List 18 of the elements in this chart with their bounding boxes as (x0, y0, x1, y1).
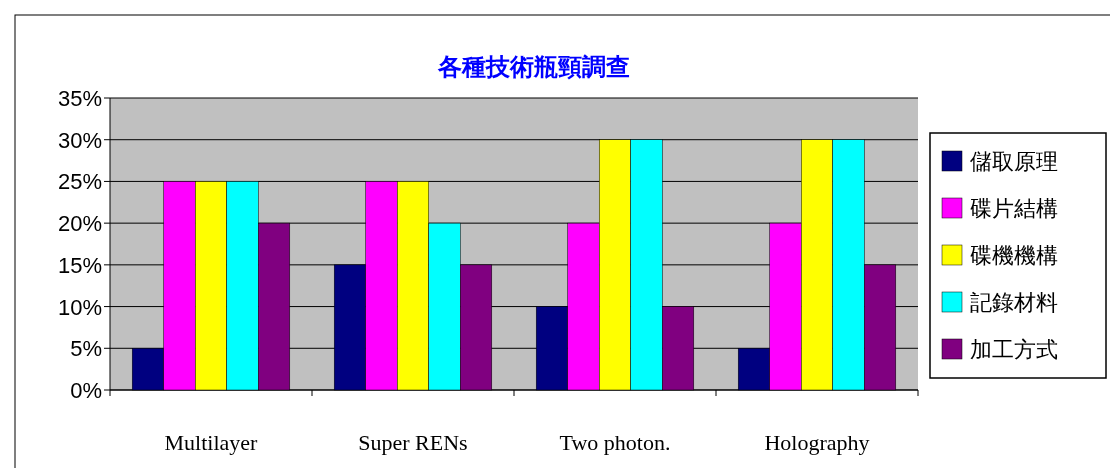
y-tick-label: 30% (57, 127, 102, 153)
x-tick-label: Multilayer (164, 430, 259, 455)
x-tick-label: Holography (764, 430, 870, 455)
legend-label: 加工方式 (970, 337, 1058, 362)
legend-label: 儲取原理 (970, 149, 1058, 174)
y-tick-label: 0% (70, 378, 102, 403)
y-tick-label: 25% (57, 169, 102, 195)
x-tick-label: Super RENs (358, 430, 468, 455)
y-tick-label: 10% (57, 294, 102, 320)
y-tick-label: 20% (57, 211, 102, 237)
y-tick-label: 5% (70, 336, 102, 362)
y-tick-label: 35% (57, 86, 102, 111)
x-tick-label: Two photon. (559, 430, 671, 455)
chart-title: 各種技術瓶頸調查 (437, 53, 630, 80)
y-tick-label: 15% (57, 252, 102, 278)
legend-label: 碟機機構 (970, 243, 1058, 268)
legend-label: 碟片結構 (970, 196, 1058, 221)
legend-label: 記錄材料 (970, 290, 1058, 315)
